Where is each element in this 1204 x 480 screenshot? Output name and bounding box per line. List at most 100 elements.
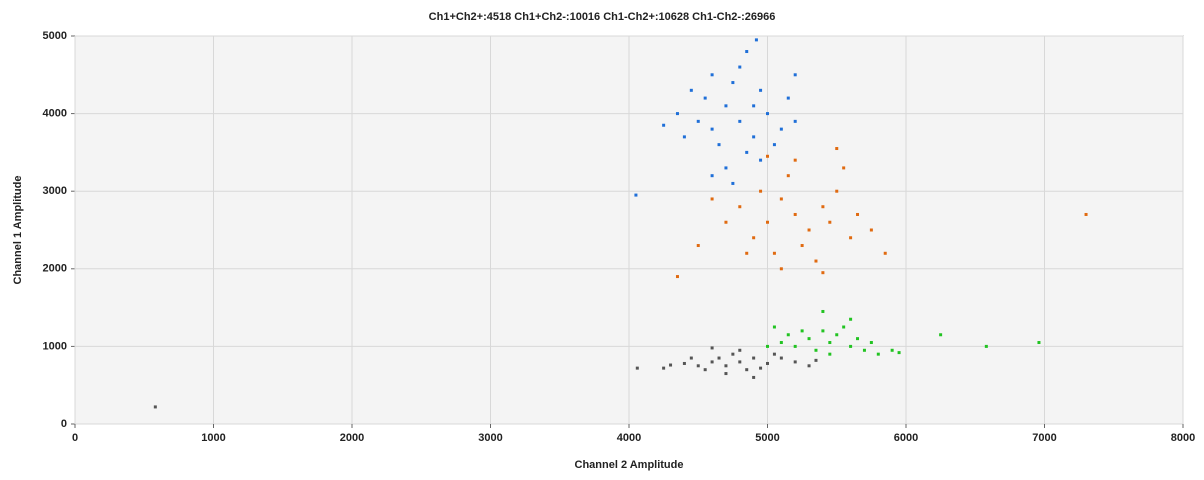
- point: [710, 127, 714, 131]
- point: [779, 341, 783, 345]
- point: [828, 341, 832, 345]
- point: [1084, 212, 1088, 216]
- point: [772, 352, 776, 356]
- point: [759, 88, 763, 92]
- point: [779, 267, 783, 271]
- point: [634, 193, 638, 197]
- point: [828, 352, 832, 356]
- point: [738, 205, 742, 209]
- point: [807, 364, 811, 368]
- point: [835, 333, 839, 337]
- point: [856, 337, 860, 341]
- point: [696, 364, 700, 368]
- x-tick-label: 7000: [1032, 432, 1056, 444]
- point: [669, 363, 673, 367]
- point: [786, 174, 790, 178]
- x-tick-label: 2000: [340, 432, 364, 444]
- chart-title: Ch1+Ch2+:4518 Ch1+Ch2-:10016 Ch1-Ch2+:10…: [429, 11, 776, 23]
- point: [793, 360, 797, 364]
- x-tick-label: 3000: [478, 432, 502, 444]
- x-tick-label: 4000: [617, 432, 641, 444]
- y-tick-label: 4000: [43, 108, 67, 120]
- point: [731, 81, 735, 85]
- point: [153, 405, 157, 409]
- point: [800, 329, 804, 333]
- point: [738, 119, 742, 123]
- point: [689, 356, 693, 360]
- point: [814, 259, 818, 263]
- point: [710, 73, 714, 77]
- point: [807, 337, 811, 341]
- point: [856, 212, 860, 216]
- point: [772, 325, 776, 329]
- point: [766, 220, 769, 224]
- point: [869, 341, 873, 345]
- point: [814, 358, 818, 362]
- point: [779, 197, 783, 201]
- x-tick-label: 0: [72, 432, 78, 444]
- point: [703, 368, 707, 372]
- point: [696, 119, 700, 123]
- point: [766, 154, 769, 158]
- point: [675, 275, 679, 279]
- point: [821, 205, 825, 209]
- point: [939, 333, 943, 337]
- point: [883, 251, 887, 255]
- y-tick-label: 3000: [43, 185, 67, 197]
- point: [724, 364, 728, 368]
- point: [696, 244, 700, 248]
- point: [745, 368, 749, 372]
- point: [745, 251, 749, 255]
- point: [752, 375, 756, 379]
- point: [793, 119, 797, 123]
- point: [842, 166, 846, 170]
- point: [793, 73, 797, 77]
- point: [635, 366, 639, 370]
- point: [759, 366, 763, 370]
- point: [710, 174, 714, 178]
- point: [821, 271, 825, 275]
- point: [821, 309, 825, 313]
- point: [731, 352, 735, 356]
- point: [766, 112, 769, 116]
- point: [752, 236, 756, 240]
- point: [766, 344, 769, 348]
- point: [849, 344, 853, 348]
- point: [849, 236, 853, 240]
- point: [759, 158, 763, 162]
- y-axis-label: Channel 1 Amplitude: [12, 176, 24, 285]
- point: [724, 372, 728, 376]
- point: [738, 348, 742, 352]
- point: [779, 127, 783, 131]
- point: [835, 189, 839, 193]
- y-tick-label: 5000: [43, 30, 67, 42]
- point: [1037, 341, 1041, 345]
- point: [717, 143, 721, 147]
- point: [862, 348, 866, 352]
- point: [835, 147, 839, 151]
- x-tick-label: 8000: [1171, 432, 1195, 444]
- point: [745, 150, 749, 154]
- point: [842, 325, 846, 329]
- x-axis-label: Channel 2 Amplitude: [575, 459, 684, 471]
- point: [724, 220, 728, 224]
- point: [738, 65, 742, 69]
- x-tick-label: 5000: [755, 432, 779, 444]
- point: [710, 346, 714, 350]
- point: [724, 166, 728, 170]
- point: [807, 228, 811, 232]
- point: [766, 361, 769, 365]
- point: [800, 244, 804, 248]
- y-tick-label: 1000: [43, 340, 67, 352]
- point: [754, 38, 758, 42]
- point: [682, 361, 686, 365]
- point: [793, 158, 797, 162]
- point: [869, 228, 873, 232]
- point: [779, 356, 783, 360]
- point: [738, 360, 742, 364]
- point: [814, 348, 818, 352]
- point: [717, 356, 721, 360]
- point: [682, 135, 686, 139]
- point: [786, 333, 790, 337]
- point: [689, 88, 693, 92]
